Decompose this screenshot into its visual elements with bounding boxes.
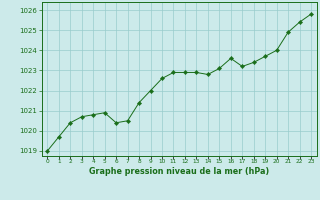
X-axis label: Graphe pression niveau de la mer (hPa): Graphe pression niveau de la mer (hPa) — [89, 167, 269, 176]
